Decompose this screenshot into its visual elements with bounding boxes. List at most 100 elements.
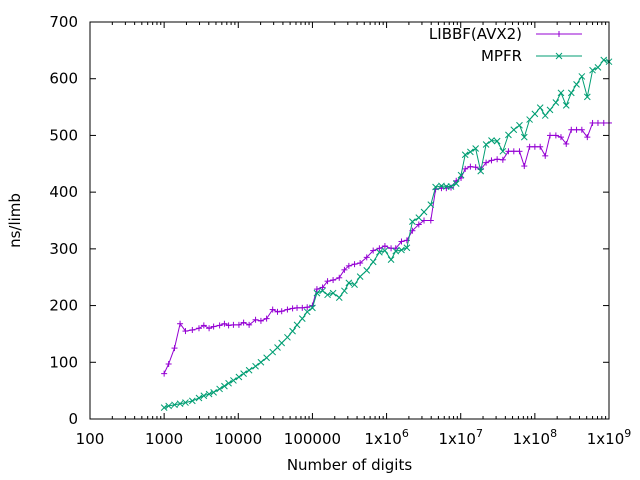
data-point [421, 217, 428, 224]
data-point [336, 274, 343, 281]
data-point [363, 267, 371, 274]
data-point [345, 262, 352, 269]
data-point [171, 401, 178, 409]
data-point [461, 151, 469, 159]
data-point [370, 247, 377, 254]
x-tick-label: 1x109 [587, 427, 632, 448]
data-point [182, 328, 189, 335]
data-point [210, 388, 217, 396]
data-point [541, 112, 549, 119]
data-point [161, 370, 168, 377]
legend-marker [556, 31, 562, 37]
data-point [494, 156, 501, 163]
data-point [557, 89, 565, 97]
data-point [567, 89, 575, 97]
data-point [341, 266, 348, 273]
series-mpfr [160, 56, 613, 412]
data-point [195, 394, 203, 402]
legend: LIBBF(AVX2) MPFR [429, 25, 582, 65]
data-point [387, 256, 395, 263]
data-point [284, 333, 291, 341]
series-layer [160, 56, 613, 412]
x-tick-label: 100 [76, 430, 105, 448]
y-tick-label: 600 [49, 70, 78, 88]
data-point [235, 321, 242, 328]
data-point [357, 260, 364, 267]
data-point [488, 157, 495, 164]
data-point [289, 305, 296, 312]
data-point [303, 308, 311, 316]
data-point [589, 66, 596, 74]
data-point [447, 183, 455, 190]
y-tick-label: 200 [49, 297, 78, 315]
data-point [216, 322, 223, 329]
legend-sample-libbf [536, 31, 582, 37]
data-point [462, 165, 469, 172]
data-point [278, 339, 286, 347]
data-point [531, 143, 538, 150]
data-point [324, 291, 331, 299]
data-point [472, 164, 479, 171]
data-point [415, 221, 422, 228]
data-point [313, 286, 320, 293]
data-point [600, 119, 607, 126]
data-point [351, 261, 358, 268]
legend-label-libbf: LIBBF(AVX2) [429, 25, 522, 43]
data-point [376, 245, 383, 252]
data-point [381, 247, 389, 254]
ticks-layer: 0 100 200 300 400 500 600 700 100 1000 10000 100000… [49, 13, 631, 448]
x-axis-label: Number of digits [287, 456, 413, 474]
data-point [330, 277, 337, 284]
data-point [298, 315, 306, 322]
data-point [252, 316, 259, 323]
data-point [594, 119, 601, 126]
data-point [537, 143, 544, 150]
data-point [363, 254, 370, 261]
data-point [299, 304, 306, 311]
data-point [521, 163, 528, 170]
data-point [584, 134, 591, 141]
data-point [427, 201, 435, 208]
x-tick-label: 100000 [284, 430, 341, 448]
data-point [546, 132, 553, 139]
legend-sample-mpfr [536, 52, 582, 60]
y-tick-label: 700 [49, 13, 78, 31]
data-point [257, 358, 265, 366]
data-point [188, 397, 196, 405]
y-tick-label: 400 [49, 183, 78, 201]
data-point [432, 183, 439, 191]
data-point [563, 140, 570, 147]
data-point [195, 325, 202, 332]
data-point [235, 373, 243, 381]
y-tick-label: 500 [49, 126, 78, 144]
data-point [594, 64, 602, 71]
data-point [526, 116, 533, 123]
data-point [552, 99, 560, 106]
data-point [472, 145, 480, 152]
data-point [313, 289, 321, 297]
data-point [409, 218, 416, 225]
data-point [369, 258, 377, 266]
data-point [205, 390, 213, 398]
data-point [546, 106, 554, 114]
data-point [510, 126, 518, 134]
data-point [171, 345, 178, 352]
x-tick-label: 1x107 [438, 427, 483, 448]
data-point [477, 167, 485, 175]
data-point [324, 278, 331, 285]
x-tick-label: 1000 [145, 430, 183, 448]
data-point [557, 134, 564, 141]
data-point [293, 321, 301, 329]
legend-marker [555, 52, 563, 60]
data-point [269, 306, 276, 313]
data-point [176, 400, 184, 408]
data-point [552, 132, 559, 139]
legend-label-mpfr: MPFR [481, 47, 522, 65]
data-point [225, 379, 232, 387]
data-point [240, 370, 247, 377]
data-point [263, 354, 270, 362]
data-point [329, 289, 337, 297]
data-point [578, 126, 585, 133]
data-point [398, 246, 405, 254]
data-point [542, 152, 549, 159]
